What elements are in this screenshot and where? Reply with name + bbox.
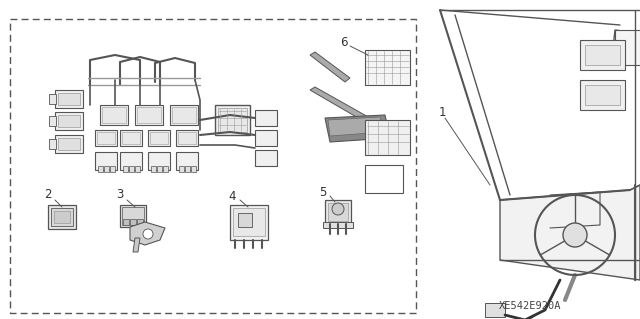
- Bar: [191, 166, 196, 172]
- Bar: [615, 30, 640, 65]
- Bar: [130, 219, 136, 225]
- Bar: [135, 105, 163, 125]
- Bar: [137, 219, 143, 225]
- Bar: [323, 222, 353, 228]
- Bar: [255, 110, 277, 126]
- Bar: [580, 80, 625, 110]
- Polygon shape: [500, 185, 640, 280]
- Bar: [51, 208, 73, 226]
- Bar: [255, 130, 277, 146]
- Bar: [255, 150, 277, 166]
- Bar: [48, 205, 76, 229]
- Bar: [230, 205, 268, 240]
- Bar: [58, 93, 80, 105]
- Bar: [172, 107, 196, 123]
- Bar: [98, 166, 103, 172]
- Bar: [120, 130, 142, 146]
- Bar: [97, 132, 115, 144]
- Bar: [365, 165, 403, 193]
- Bar: [218, 108, 247, 132]
- Bar: [179, 166, 184, 172]
- Bar: [325, 200, 351, 224]
- Circle shape: [563, 223, 587, 247]
- Polygon shape: [325, 115, 390, 142]
- Bar: [49, 94, 56, 104]
- Bar: [10, 19, 416, 313]
- Bar: [135, 166, 140, 172]
- Bar: [129, 166, 134, 172]
- Bar: [100, 105, 128, 125]
- Bar: [215, 105, 250, 135]
- Bar: [148, 152, 170, 170]
- Text: 4: 4: [228, 189, 236, 203]
- Bar: [485, 303, 505, 317]
- Polygon shape: [310, 52, 350, 82]
- Bar: [102, 107, 126, 123]
- Text: 6: 6: [340, 36, 348, 49]
- Bar: [170, 105, 198, 125]
- Bar: [123, 219, 129, 225]
- Bar: [148, 130, 170, 146]
- Bar: [365, 50, 410, 85]
- Circle shape: [332, 203, 344, 215]
- Text: 3: 3: [116, 189, 124, 202]
- Text: 5: 5: [319, 186, 326, 198]
- Bar: [157, 166, 162, 172]
- Bar: [55, 112, 83, 130]
- Text: 1: 1: [438, 106, 445, 118]
- Polygon shape: [328, 117, 384, 136]
- Bar: [233, 208, 265, 236]
- Bar: [123, 166, 128, 172]
- Bar: [585, 45, 620, 65]
- Polygon shape: [133, 238, 140, 252]
- Bar: [328, 203, 348, 221]
- Bar: [176, 130, 198, 146]
- Bar: [110, 166, 115, 172]
- Text: 2: 2: [44, 189, 52, 202]
- Bar: [163, 166, 168, 172]
- Bar: [95, 130, 117, 146]
- Bar: [176, 152, 198, 170]
- Bar: [137, 107, 161, 123]
- Bar: [55, 135, 83, 153]
- Bar: [58, 138, 80, 150]
- Circle shape: [143, 229, 153, 239]
- Bar: [54, 211, 70, 223]
- Bar: [120, 152, 142, 170]
- Bar: [49, 139, 56, 149]
- Polygon shape: [130, 222, 165, 245]
- Bar: [95, 152, 117, 170]
- Polygon shape: [612, 30, 640, 65]
- Bar: [585, 85, 620, 105]
- Bar: [58, 115, 80, 127]
- Polygon shape: [310, 87, 370, 122]
- Bar: [365, 120, 410, 155]
- Bar: [150, 132, 168, 144]
- Bar: [55, 90, 83, 108]
- Bar: [122, 132, 140, 144]
- Bar: [104, 166, 109, 172]
- Bar: [122, 207, 144, 225]
- Bar: [580, 40, 625, 70]
- Bar: [178, 132, 196, 144]
- Text: XE542E920A: XE542E920A: [499, 301, 561, 311]
- Bar: [185, 166, 190, 172]
- Bar: [238, 213, 252, 227]
- Bar: [49, 116, 56, 126]
- Bar: [151, 166, 156, 172]
- Bar: [120, 205, 146, 227]
